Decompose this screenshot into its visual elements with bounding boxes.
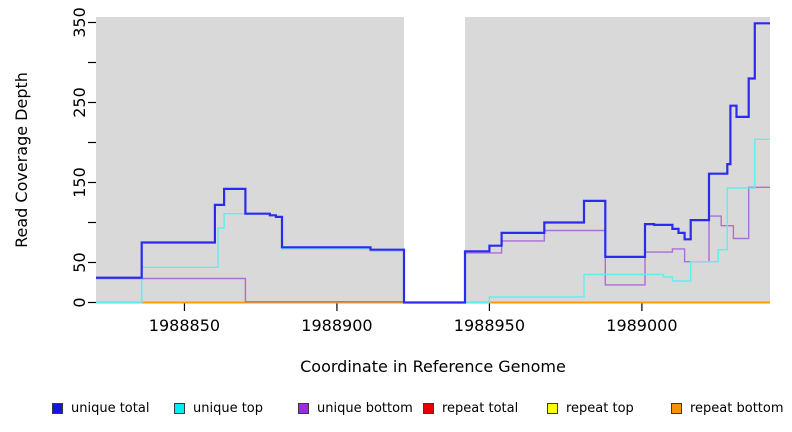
legend-swatch-repeat-bottom <box>671 402 682 414</box>
y-tick-label: 50 <box>70 252 89 272</box>
legend-swatch-repeat-top <box>547 402 558 414</box>
y-tick-label: 150 <box>70 167 89 198</box>
legend-item-repeat-bottom: repeat bottom <box>671 398 784 418</box>
legend-item-unique-bottom: unique bottom <box>298 398 413 418</box>
legend-label: unique top <box>193 400 264 416</box>
legend-label: unique total <box>71 400 150 416</box>
legend-item-repeat-total: repeat total <box>423 398 518 418</box>
masked-region <box>404 17 466 303</box>
x-axis-title: Coordinate in Reference Genome <box>300 357 566 376</box>
legend-swatch-unique-total <box>52 402 63 414</box>
legend-swatch-unique-bottom <box>298 402 309 414</box>
chart-canvas: 1988850 1988900 1988950 1989000 0 50 150 250 350… <box>12 7 770 376</box>
legend-swatch-repeat-total <box>423 402 434 414</box>
legend-item-unique-total: unique total <box>52 398 149 418</box>
y-axis-title: Read Coverage Depth <box>12 72 31 248</box>
legend-label: repeat top <box>566 400 634 416</box>
series-line-unique-total <box>96 22 770 304</box>
legend-item-unique-top: unique top <box>174 398 263 418</box>
x-tick-label: 1988850 <box>149 316 220 335</box>
legend: unique total unique top unique bottom repea… <box>0 398 792 422</box>
legend-item-repeat-top: repeat top <box>547 398 634 418</box>
x-tick-label: 1988950 <box>454 316 525 335</box>
legend-swatch-unique-top <box>174 402 185 414</box>
x-tick-label: 1989000 <box>606 316 677 335</box>
legend-label: repeat bottom <box>690 400 784 416</box>
y-tick-label: 250 <box>70 87 89 118</box>
legend-label: unique bottom <box>317 400 413 416</box>
legend-label: repeat total <box>442 400 519 416</box>
y-tick-label: 0 <box>70 297 89 307</box>
x-tick-label: 1988900 <box>301 316 372 335</box>
y-tick-label: 350 <box>70 7 89 38</box>
